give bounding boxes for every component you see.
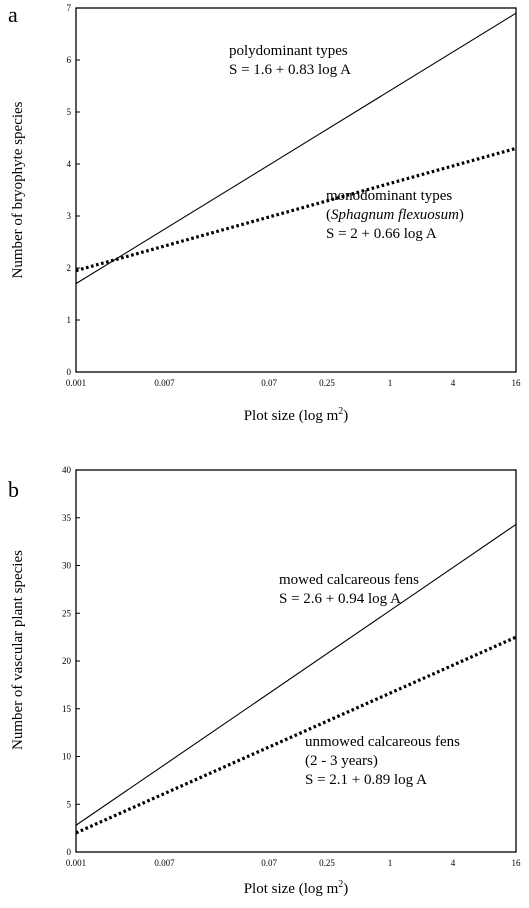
panel-b-x-tick-label: 16: [512, 858, 522, 868]
panel-b-y-tick-label: 35: [62, 513, 72, 523]
panel-a-x-axis-label-sup: 2: [338, 406, 343, 417]
panel-b-annotation-1-line: S = 2.6 + 0.94 log A: [279, 591, 401, 607]
panel-a-annotation-2-line: S = 2 + 0.66 log A: [326, 226, 437, 242]
panel-b-x-tick-label: 4: [451, 858, 456, 868]
panel-a-x-axis-label-main: Plot size (log m: [244, 408, 339, 424]
panel-b-y-tick-label: 0: [67, 847, 72, 857]
panel-b-x-tick-label: 1: [388, 858, 393, 868]
panel-b-y-tick-label: 40: [62, 465, 72, 475]
panel-a-y-tick-label: 6: [67, 55, 72, 65]
panel-a-series-solid-line: [75, 12, 517, 285]
panel-b-x-axis-label-end: ): [343, 881, 348, 897]
panel-a-x-tick-label: 0.25: [319, 378, 335, 388]
panel-b-y-tick-label: 15: [62, 704, 72, 714]
panel-a-annotation-1-line: S = 1.6 + 0.83 log A: [229, 62, 351, 78]
panel-b-y-tick-label: 5: [67, 799, 72, 809]
panel-b-annotation-2-line: S = 2.1 + 0.89 log A: [305, 772, 427, 788]
panel-b-x-axis-label-main: Plot size (log m: [244, 881, 339, 897]
panel-a-x-tick-label: 4: [451, 378, 456, 388]
panel-b-annotation-2-line: (2 - 3 years): [305, 753, 378, 769]
panel-a-y-tick-label: 0: [67, 367, 72, 377]
panel-b-annotation-2-line: unmowed calcareous fens: [305, 734, 460, 750]
panel-b-series-solid-line: [75, 523, 517, 826]
panel-a-annotation-2-line: monodominant types: [326, 188, 452, 204]
panel-a-x-tick-label: 0.07: [261, 378, 277, 388]
panel-a-plot-frame: [75, 7, 517, 373]
panel-b-x-tick-label: 0.25: [319, 858, 335, 868]
panel-a-annotation-italic: Sphagnum flexuosum: [331, 207, 459, 223]
panel-a-annotation-prefix: (: [326, 207, 331, 223]
panel-b-x-axis-label: Plot size (log m2): [244, 879, 349, 897]
panel-a-letter: a: [8, 2, 18, 27]
panel-b-x-tick-label: 0.07: [261, 858, 277, 868]
panel-a-x-tick-label: 0.001: [66, 378, 86, 388]
panel-a-x-axis-label-end: ): [343, 408, 348, 424]
panel-a-y-tick-label: 4: [67, 159, 72, 169]
panel-b-series-dotted-line: [75, 635, 517, 835]
panel-a-y-tick-label: 3: [67, 211, 72, 221]
panel-a-y-axis-label: Number of bryophyte species: [10, 101, 26, 278]
panel-a-x-tick-label: 1: [388, 378, 393, 388]
panel-b-x-axis-label-sup: 2: [338, 879, 343, 890]
panel-a-series-dotted-line: [75, 146, 517, 273]
panel-b-y-tick-label: 20: [62, 656, 72, 666]
panel-b-y-tick-label: 10: [62, 752, 72, 762]
panel-a-y-tick-label: 2: [67, 263, 72, 273]
panel-a-annotation-suffix: ): [459, 207, 464, 223]
panel-a-x-axis-label: Plot size (log m2): [244, 406, 349, 424]
panel-b-plot-frame: [75, 469, 517, 853]
panel-a-annotation-2-line: (Sphagnum flexuosum): [326, 207, 464, 223]
panel-a-y-tick-label: 1: [67, 315, 72, 325]
panel-b-y-tick-label: 25: [62, 608, 72, 618]
panel-b-y-axis-label: Number of vascular plant species: [10, 550, 26, 750]
panel-b-annotation-1-line: mowed calcareous fens: [279, 572, 419, 588]
panel-a-x-tick-label: 0.007: [154, 378, 175, 388]
panel-b-x-tick-label: 0.007: [154, 858, 175, 868]
panel-a-x-tick-label: 16: [512, 378, 522, 388]
panel-b-y-tick-label: 30: [62, 561, 72, 571]
panel-b-x-tick-label: 0.001: [66, 858, 86, 868]
panel-a-y-tick-label: 5: [67, 107, 72, 117]
panel-a-annotation-1-line: polydominant types: [229, 43, 348, 59]
panel-b-letter: b: [8, 477, 19, 502]
panel-a-y-tick-label: 7: [67, 3, 72, 13]
